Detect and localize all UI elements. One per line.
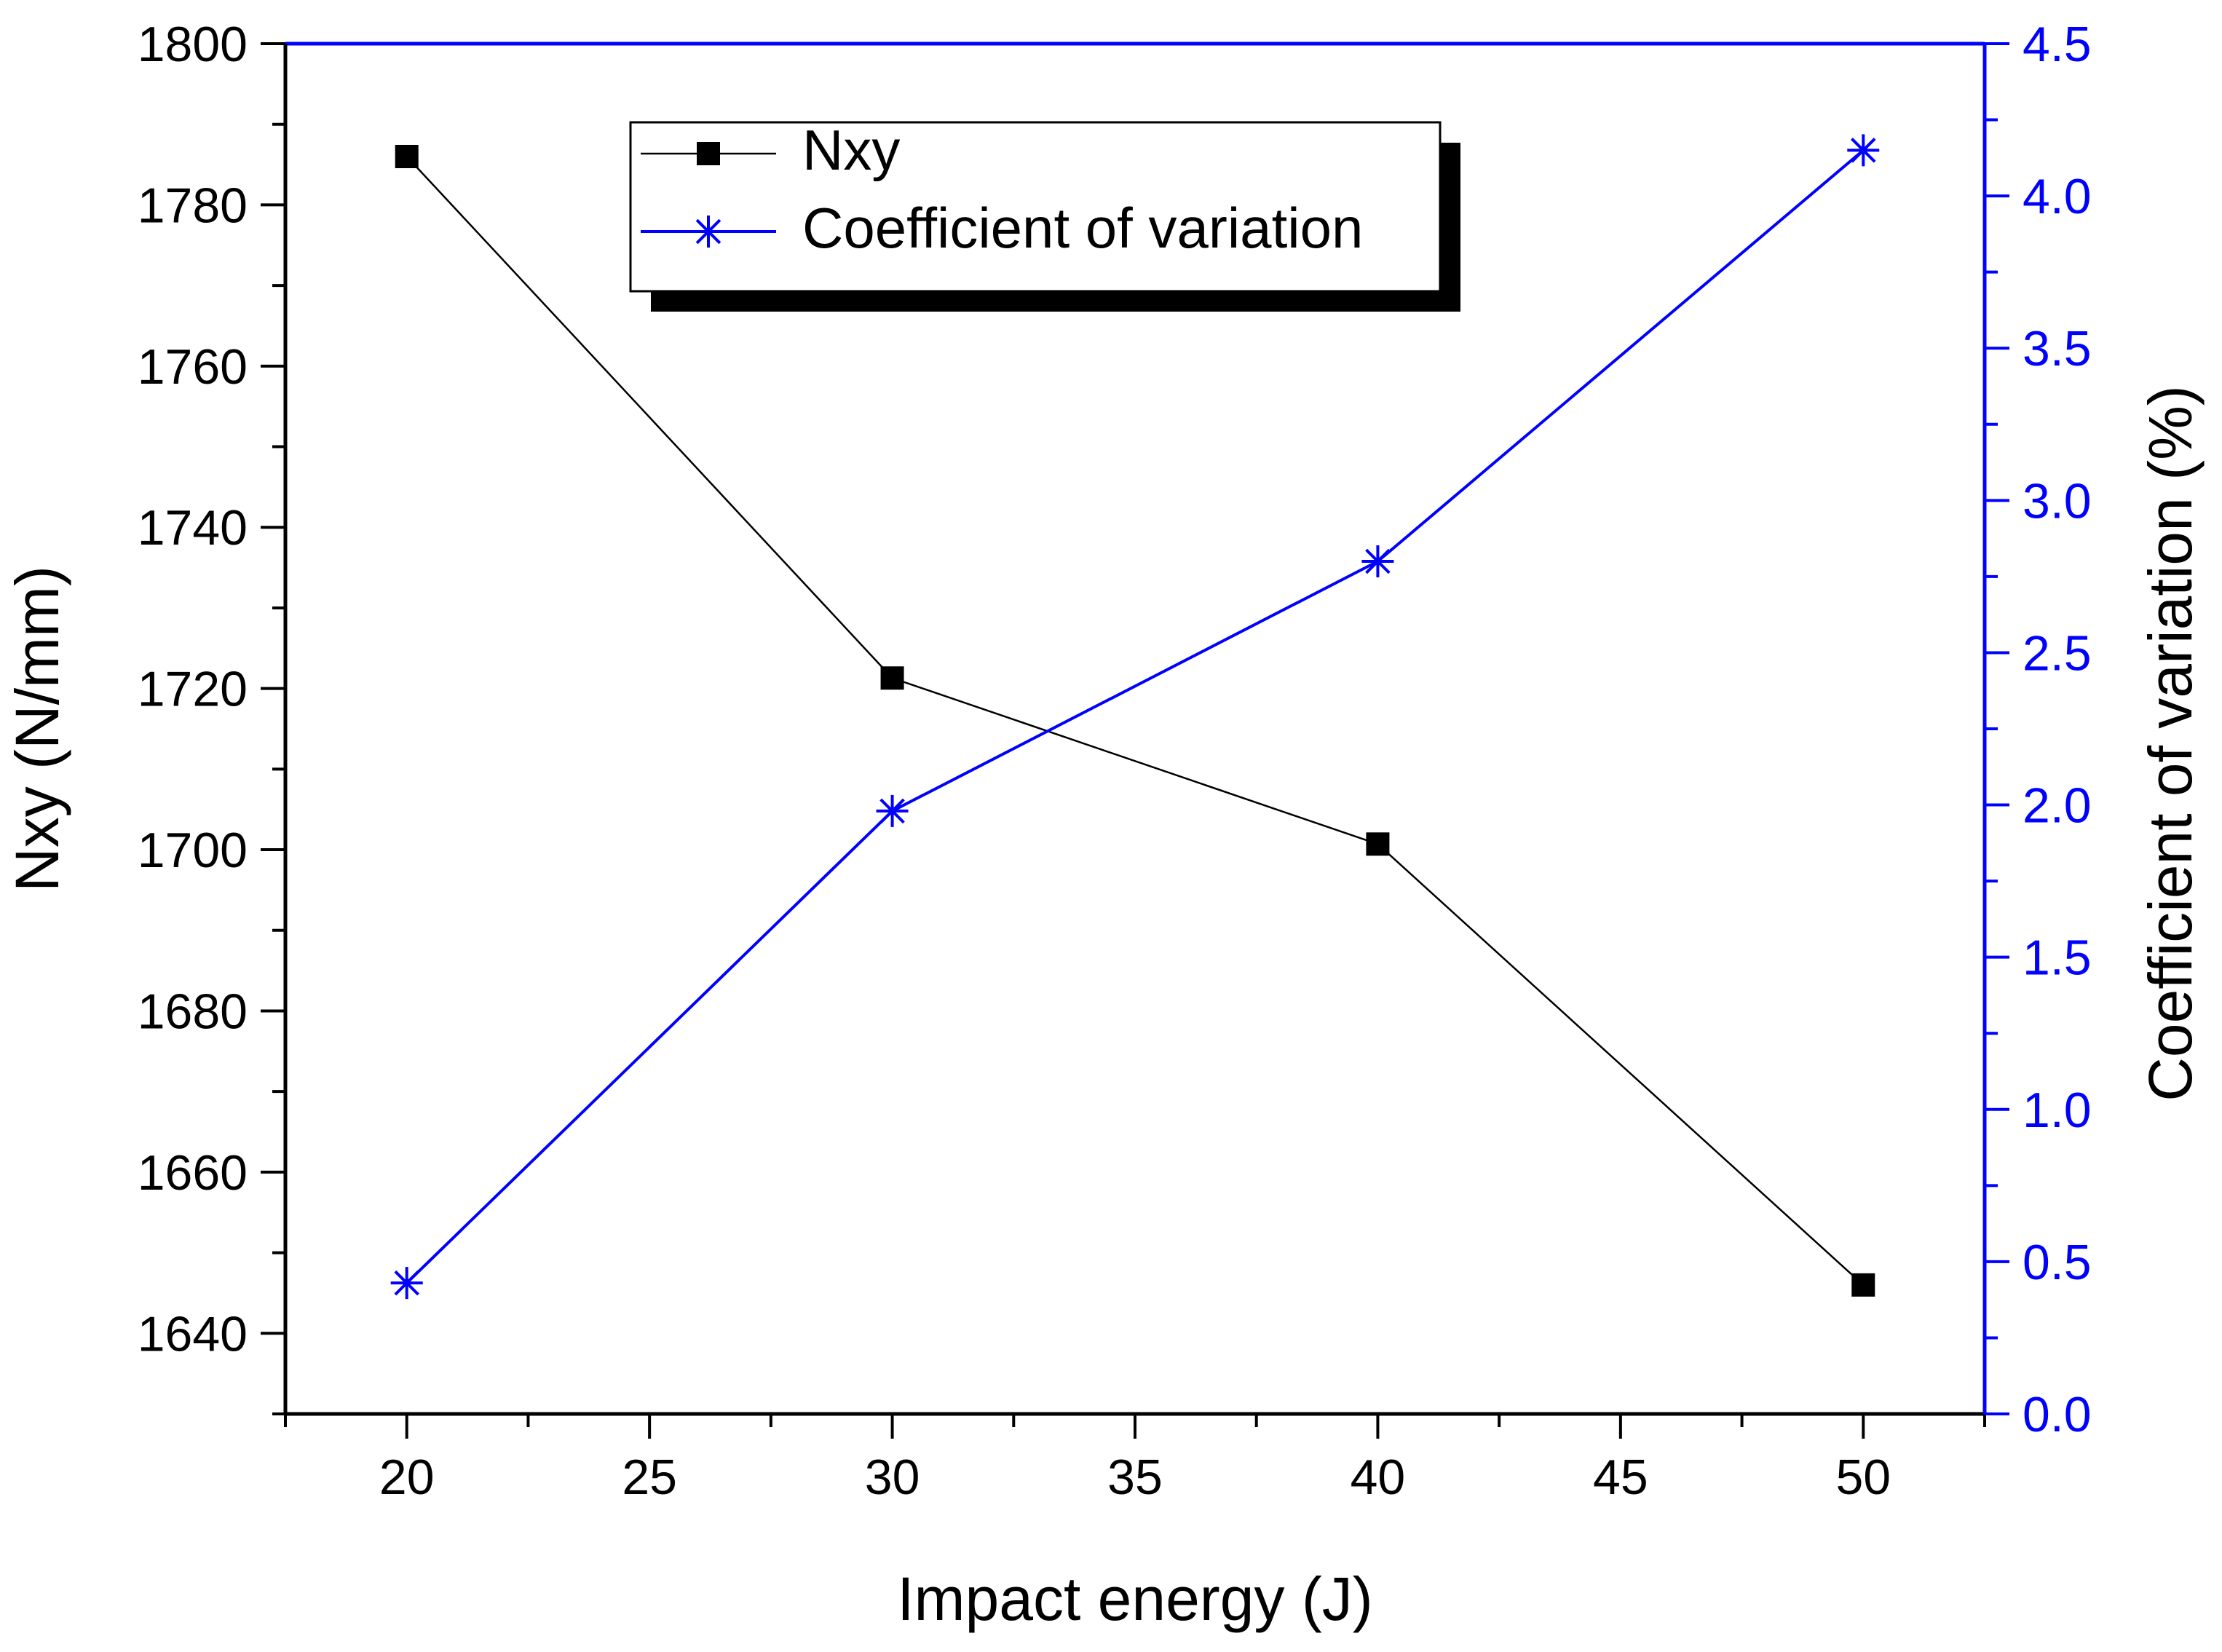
series-line-nxy <box>406 156 1865 1286</box>
x-tick-label: 35 <box>1107 1450 1163 1505</box>
legend-box <box>629 121 1442 293</box>
legend-label: Nxy <box>802 118 900 182</box>
y2-tick-label: 2.0 <box>2023 778 2092 834</box>
asterisk-stroke <box>1365 548 1391 574</box>
data-point-cov <box>1361 545 1394 577</box>
series-line-cov <box>406 149 1865 1284</box>
y2-tick-label: 0.5 <box>2023 1235 2092 1290</box>
legend: Nxy Coefficient of variation <box>629 118 1460 312</box>
x-axis-title: Impact energy (J) <box>897 1565 1373 1633</box>
x-tick-label: 25 <box>622 1450 677 1505</box>
y-tick-label: 1780 <box>138 178 248 233</box>
legend-label: Coefficient of variation <box>802 196 1363 260</box>
y-tick-label: 1720 <box>138 662 248 717</box>
data-point-nxy <box>395 144 419 168</box>
legend-marker-square <box>697 142 720 165</box>
y-tick-label: 1740 <box>138 500 248 556</box>
x-tick-label: 30 <box>865 1450 920 1505</box>
y2-tick-label: 3.0 <box>2023 473 2092 529</box>
y-tick-label: 1640 <box>138 1306 248 1361</box>
x-tick-label: 20 <box>379 1450 435 1505</box>
series-layer <box>390 134 1880 1300</box>
y2-tick-label: 4.5 <box>2023 17 2092 72</box>
y2-tick-label: 2.5 <box>2023 625 2092 681</box>
data-point-cov <box>390 1267 423 1300</box>
y-tick-label: 1680 <box>138 984 248 1039</box>
y-tick-label: 1660 <box>138 1145 248 1201</box>
asterisk-stroke <box>394 1270 419 1296</box>
axes: 20 25 30 35 40 45 50 1640 1660 1680 1700 1720 1740 17… <box>138 17 2092 1505</box>
y2-tick-label: 0.0 <box>2023 1387 2092 1442</box>
y-tick-label: 1800 <box>138 17 248 72</box>
asterisk-stroke <box>1851 138 1876 163</box>
legend-marker-asterisk <box>692 216 724 248</box>
y2-axis-title: Coefficient of variation (%) <box>2136 385 2205 1102</box>
y-axis-title: Nxy (N/mm) <box>3 566 71 892</box>
y2-tick-label: 1.5 <box>2023 930 2092 986</box>
x-tick-label: 45 <box>1593 1450 1648 1505</box>
y-tick-label: 1700 <box>138 823 248 878</box>
y2-tick-label: 4.0 <box>2023 169 2092 224</box>
data-point-nxy <box>1851 1273 1875 1297</box>
data-point-nxy <box>880 666 904 690</box>
x-tick-label: 50 <box>1835 1450 1891 1505</box>
asterisk-stroke <box>695 218 721 245</box>
y2-tick-label: 3.5 <box>2023 321 2092 376</box>
y-tick-label: 1760 <box>138 339 248 395</box>
data-point-cov <box>876 794 909 827</box>
y2-tick-label: 1.0 <box>2023 1083 2092 1138</box>
data-point-nxy <box>1366 832 1390 856</box>
asterisk-stroke <box>879 798 905 824</box>
x-tick-label: 40 <box>1351 1450 1406 1505</box>
data-point-cov <box>1847 134 1880 167</box>
axis-titles: Impact energy (J) Nxy (N/mm) Coefficient o… <box>3 385 2205 1633</box>
